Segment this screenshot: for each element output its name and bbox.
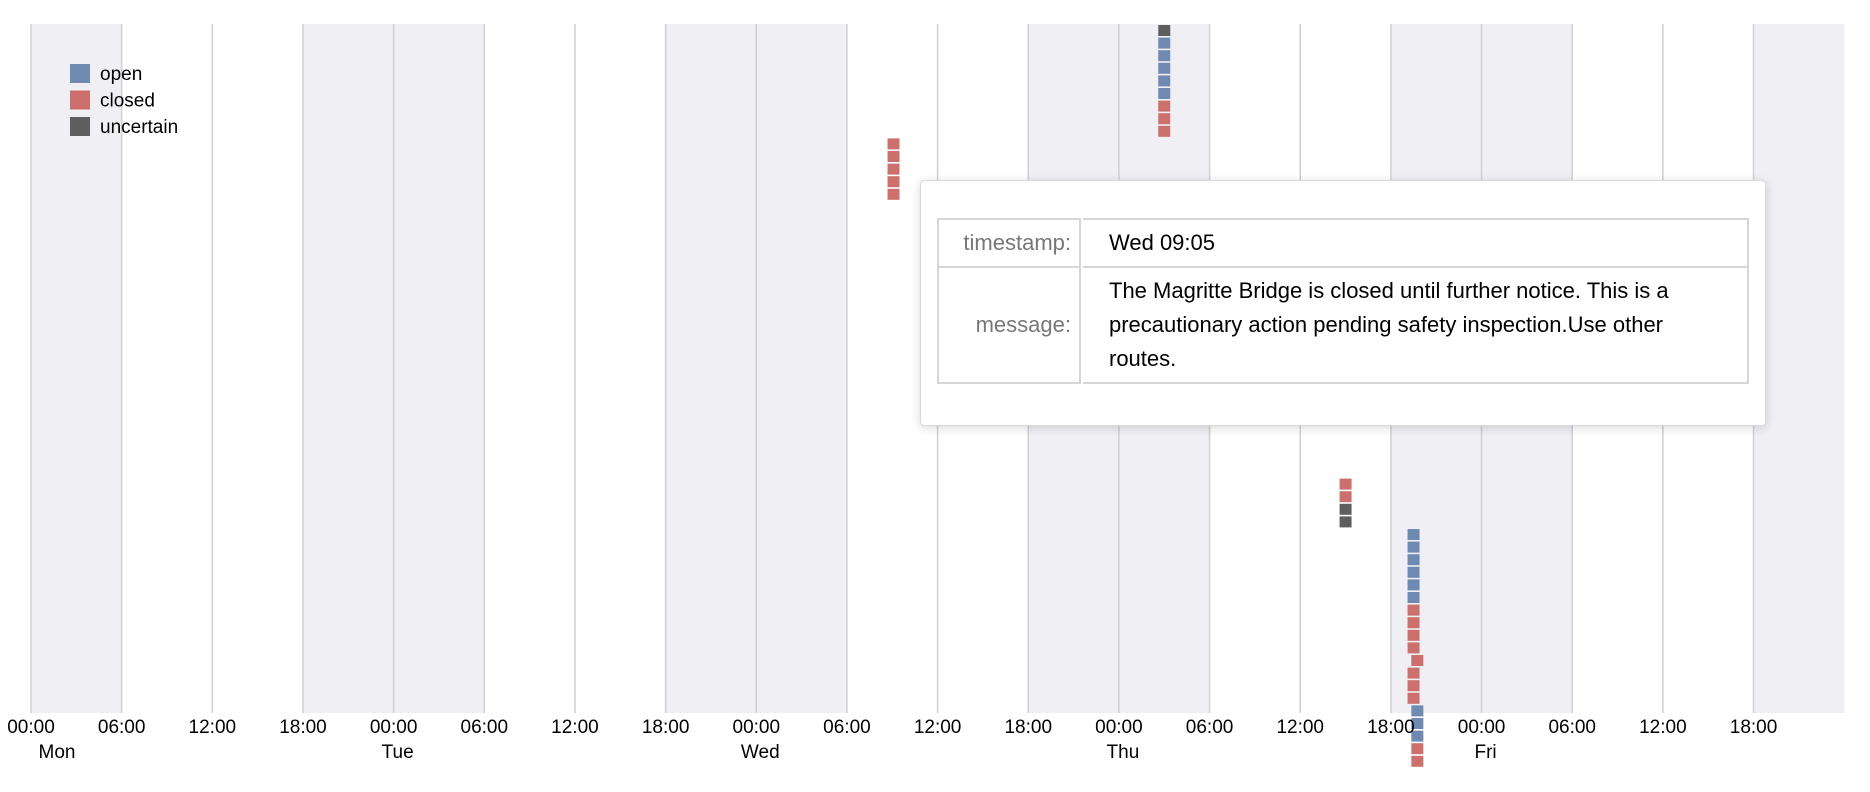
event-mark-closed (1407, 629, 1420, 641)
legend-label-uncertain: uncertain (100, 117, 178, 138)
x-tick-label: 06:00 (1548, 717, 1596, 738)
event-mark-open (1411, 730, 1424, 742)
event-mark-closed (1339, 491, 1352, 503)
event-mark-open (1411, 705, 1424, 717)
legend: open closed uncertain (70, 64, 178, 138)
event-mark-closed (1407, 680, 1420, 692)
legend-swatch-open (70, 64, 90, 83)
x-tick-label: 18:00 (1367, 717, 1415, 738)
event-mark-uncertain (1339, 516, 1352, 528)
x-tick-label: 18:00 (1004, 717, 1052, 738)
event-marks (887, 25, 1424, 767)
event-mark-closed (1407, 642, 1420, 654)
x-tick-label: 00:00 (1095, 717, 1143, 738)
legend-swatch-closed (70, 90, 90, 110)
x-tick-label: 06:00 (98, 717, 146, 738)
x-tick-label: 00:00 (1458, 717, 1506, 738)
x-tick-label: 18:00 (1730, 717, 1778, 738)
event-mark-open (1407, 566, 1420, 578)
event-mark-open (1158, 75, 1171, 87)
event-mark-closed (887, 188, 900, 200)
event-mark-closed (1407, 692, 1420, 704)
event-mark-open (1411, 718, 1424, 729)
event-mark-closed (1411, 755, 1424, 767)
tooltip-message-label: message: (937, 268, 1081, 384)
x-tick-label: 00:00 (733, 717, 781, 738)
event-mark-closed (1158, 100, 1171, 112)
x-tick-label: 12:00 (1276, 717, 1324, 738)
x-tick-label: 00:00 (7, 717, 55, 738)
day-label: Thu (1107, 742, 1140, 763)
event-mark-closed (1411, 655, 1424, 666)
x-tick-label: 18:00 (279, 717, 327, 738)
event-mark-open (1158, 37, 1171, 49)
event-mark-closed (1407, 667, 1420, 679)
event-mark-open (1407, 554, 1420, 566)
event-mark-closed (1158, 125, 1171, 137)
day-label: Wed (741, 742, 780, 763)
x-axis-ticks: 00:00 06:00 12:00 18:00 00:00 06:00 12:00 18:00… (7, 717, 1777, 738)
event-mark-closed (1411, 743, 1424, 755)
x-tick-label: 12:00 (189, 717, 237, 738)
event-mark-closed (887, 138, 900, 150)
event-mark-closed (1407, 604, 1420, 616)
event-mark-open (1407, 579, 1420, 591)
shaded-band (1753, 24, 1845, 713)
tooltip-timestamp-value: Wed 09:05 (1083, 218, 1749, 268)
event-mark-open (1407, 541, 1420, 553)
tooltip-row-message: message: The Magritte Bridge is closed u… (937, 268, 1749, 384)
legend-label-closed: closed (100, 91, 155, 112)
x-tick-label: 06:00 (823, 717, 871, 738)
event-mark-closed (887, 151, 900, 162)
x-tick-label: 12:00 (551, 717, 599, 738)
event-mark-uncertain (1339, 503, 1352, 515)
day-label: Mon (39, 742, 76, 763)
event-mark-closed (887, 176, 900, 188)
x-tick-label: 12:00 (914, 717, 962, 738)
x-tick-label: 06:00 (461, 717, 509, 738)
legend-label-open: open (100, 64, 142, 85)
day-label: Tue (382, 742, 414, 763)
tooltip-row-timestamp: timestamp: Wed 09:05 (937, 218, 1749, 268)
event-mark-closed (1407, 617, 1420, 629)
legend-swatch-uncertain (70, 117, 90, 136)
tooltip-message-value: The Magritte Bridge is closed until furt… (1083, 268, 1749, 384)
tooltip-timestamp-label: timestamp: (937, 218, 1081, 268)
tooltip-table: timestamp: Wed 09:05 message: The Magrit… (937, 218, 1749, 384)
event-mark-closed (1339, 478, 1352, 490)
day-labels: Mon Tue Wed Thu Fri (39, 742, 1497, 763)
event-mark-uncertain (1158, 25, 1171, 36)
event-mark-open (1158, 50, 1171, 62)
shaded-band (31, 24, 122, 713)
day-label: Fri (1474, 742, 1496, 763)
event-mark-open (1407, 592, 1420, 603)
x-tick-label: 12:00 (1639, 717, 1687, 738)
event-mark-open (1158, 62, 1171, 74)
event-tooltip: timestamp: Wed 09:05 message: The Magrit… (920, 180, 1766, 426)
event-mark-open (1407, 529, 1420, 540)
event-mark-open (1158, 88, 1171, 99)
x-tick-label: 06:00 (1186, 717, 1234, 738)
event-mark-closed (887, 163, 900, 175)
x-tick-label: 18:00 (642, 717, 690, 738)
event-mark-closed (1158, 113, 1171, 125)
x-tick-label: 00:00 (370, 717, 418, 738)
